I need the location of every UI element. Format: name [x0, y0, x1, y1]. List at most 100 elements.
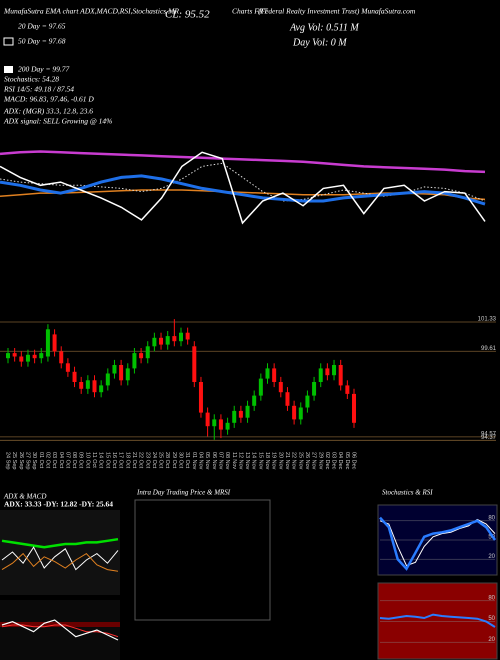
legend-box [4, 66, 13, 73]
date-label: 09 Oct [78, 452, 84, 469]
date-label: 16 Oct [111, 452, 117, 469]
series-line [0, 150, 486, 174]
candle-body [59, 351, 64, 364]
series-line [379, 516, 497, 571]
candle-body [338, 365, 343, 386]
day-vol: Day Vol: 0 M [292, 37, 347, 48]
symbol: Charts FRT [232, 7, 268, 16]
series-line [1, 624, 119, 638]
price-label: 94.57 [481, 431, 497, 437]
date-label: 19 Nov [271, 452, 277, 470]
adx-signal: ADX signal: SELL Growing @ 14% [3, 117, 112, 126]
candle-body [252, 395, 257, 406]
candle-body [265, 368, 270, 379]
date-label: 13 Nov [244, 452, 250, 470]
date-label: 25 Sep [11, 452, 17, 469]
series-line [0, 151, 486, 225]
date-label: 23 Oct [144, 452, 150, 469]
candle-body [172, 336, 177, 342]
series-line [0, 174, 486, 206]
company: (Federal Realty Investment Trust) Munafa… [258, 7, 416, 16]
date-label: 18 Nov [264, 452, 270, 470]
candle-body [32, 354, 37, 359]
rsi-panel [377, 582, 498, 660]
date-label: 14 Nov [251, 452, 257, 470]
date-label: 21 Oct [131, 452, 137, 469]
candle-body [79, 382, 84, 389]
date-label: 05 Nov [204, 452, 210, 470]
date-label: 30 Sep [31, 452, 37, 469]
date-label: 02 Dec [324, 452, 330, 470]
candle-body [72, 371, 77, 382]
ema200: 200 Day = 99.77 [18, 65, 70, 74]
y-tick-label: 80 [488, 595, 495, 601]
site: MunafaSutra EMA chart ADX,MACD,RSI,Stoch… [3, 7, 179, 16]
candle-body [39, 353, 44, 359]
candle-body [132, 353, 137, 369]
candle-body [159, 337, 164, 345]
candle-body [272, 368, 277, 382]
date-label: 24 Oct [151, 452, 157, 469]
date-label: 01 Oct [38, 452, 44, 469]
date-label: 22 Oct [138, 452, 144, 469]
candle-body [305, 395, 310, 408]
date-label: 11 Oct [91, 452, 97, 468]
date-label: 07 Oct [64, 452, 70, 469]
date-label: 25 Nov [297, 452, 303, 470]
y-tick-label: 50 [488, 616, 495, 622]
date-label: 17 Oct [118, 452, 124, 469]
date-label: 15 Oct [104, 452, 110, 469]
date-label: 29 Oct [171, 452, 177, 469]
date-label: 07 Nov [217, 452, 223, 470]
candle-body [152, 337, 157, 347]
date-label: 05 Dec [344, 452, 350, 470]
date-label: 15 Nov [257, 452, 263, 470]
panel-title: Intra Day Trading Price & MRSI [136, 489, 231, 497]
candle-body [278, 382, 283, 393]
candle-body [85, 380, 90, 389]
candle-body [119, 365, 124, 381]
candle-body [52, 334, 57, 352]
date-label: 14 Oct [98, 452, 104, 469]
macd: MACD: 96.83, 97.46, -0.61 D [3, 95, 94, 104]
date-label: 03 Dec [331, 452, 337, 470]
candle-body [65, 363, 70, 372]
candle-body [92, 380, 97, 393]
date-label: 26 Sep [18, 452, 24, 469]
ema20: 20 Day = 97.65 [18, 22, 66, 31]
macd-panel [0, 600, 120, 660]
ema50: 50 Day = 97.68 [18, 37, 66, 46]
date-label: 28 Oct [164, 452, 170, 469]
candle-body [99, 385, 104, 393]
date-label: 03 Oct [51, 452, 57, 469]
series-line [1, 619, 119, 641]
date-label: 06 Dec [351, 452, 357, 470]
candle-body [205, 412, 210, 427]
candle-body [45, 329, 50, 357]
series-line [1, 537, 119, 549]
candle-body [285, 392, 290, 406]
candle-body [238, 410, 243, 418]
series-line [379, 613, 496, 628]
date-label: 01 Nov [191, 452, 197, 470]
candle-body [325, 368, 330, 376]
date-label: 08 Oct [71, 452, 77, 469]
date-label: 10 Oct [84, 452, 90, 469]
candle-body [112, 365, 117, 374]
series-line [1, 546, 119, 571]
candle-body [25, 354, 30, 362]
date-label: 29 Nov [317, 452, 323, 470]
date-label: 12 Nov [237, 452, 243, 470]
candle-body [332, 365, 337, 376]
panel-title: Stochastics & RSI [382, 489, 433, 497]
candle-body [298, 407, 303, 420]
date-label: 20 Nov [277, 452, 283, 470]
candle-body [225, 422, 230, 430]
date-label: 21 Nov [284, 452, 290, 470]
candle-body [345, 385, 350, 394]
date-label: 27 Sep [25, 452, 31, 469]
candle-body [312, 382, 317, 396]
date-label: 25 Oct [158, 452, 164, 469]
